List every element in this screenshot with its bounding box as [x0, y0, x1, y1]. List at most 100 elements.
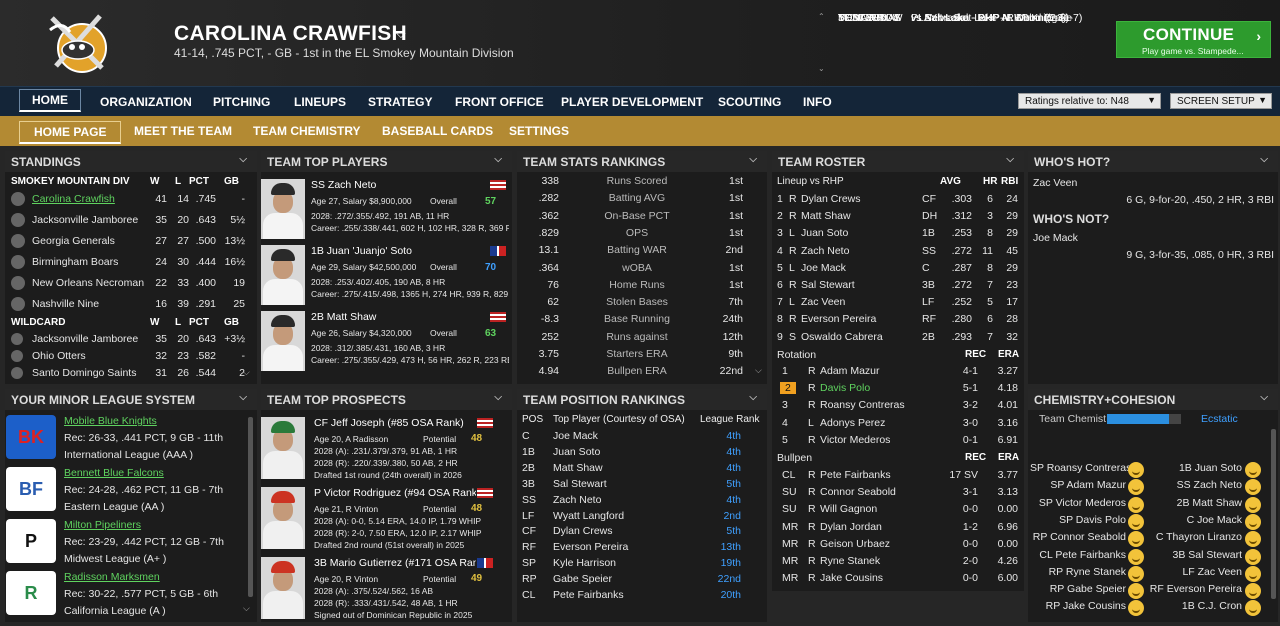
- subnav-baseball-cards[interactable]: BASEBALL CARDS: [382, 124, 494, 138]
- rotation-row[interactable]: 2 R Davis Polo 5-1 4.18: [772, 382, 1024, 398]
- player-name[interactable]: Matt Shaw: [801, 210, 851, 223]
- player-name[interactable]: C Thayron Liranzo: [1155, 531, 1242, 544]
- team-name[interactable]: Carolina Crawfish: [32, 193, 115, 205]
- player-name[interactable]: Joe Mack: [801, 261, 846, 274]
- team-name[interactable]: Nashville Nine: [32, 298, 100, 310]
- player-name[interactable]: SP Victor Mederos: [1038, 496, 1126, 509]
- lineup-row[interactable]: 7 L Zac Veen LF .252 5 17: [772, 296, 1024, 312]
- player-name[interactable]: Connor Seabold: [820, 486, 896, 499]
- bullpen-row[interactable]: MR R Dylan Jordan 1-2 6.96: [772, 521, 1024, 537]
- position-ranking-row[interactable]: CF Dylan Crews 5th: [517, 525, 767, 540]
- player-name[interactable]: Geison Urbaez: [820, 537, 891, 550]
- nav-organization[interactable]: ORGANIZATION: [100, 95, 192, 109]
- lineup-row[interactable]: 9 S Oswaldo Cabrera 2B .293 7 32: [772, 331, 1024, 347]
- lineup-row[interactable]: 4 R Zach Neto SS .272 11 45: [772, 245, 1024, 261]
- player-name[interactable]: SP Roansy Contreras: [1030, 462, 1132, 474]
- position-ranking-row[interactable]: 3B Sal Stewart 5th: [517, 478, 767, 493]
- position-ranking-row[interactable]: SS Zach Neto 4th: [517, 494, 767, 509]
- player-name[interactable]: 2B Matt Shaw: [311, 311, 377, 323]
- wildcard-row[interactable]: Santo Domingo Saints 31 26 .544 2: [11, 366, 251, 382]
- player-name[interactable]: Juan Soto: [553, 445, 601, 458]
- prospect-card[interactable]: CF Jeff Joseph (#85 OSA Rank) Age 20, A …: [261, 413, 512, 481]
- team-name[interactable]: New Orleans Necroman: [32, 277, 145, 289]
- position-ranking-row[interactable]: LF Wyatt Langford 2nd: [517, 510, 767, 525]
- schedule-row[interactable]: MON. JUN. 5 vs Nebraska - LHP A. Wood (5-…: [838, 12, 1066, 25]
- standings-row[interactable]: Carolina Crawfish 41 14 .745 -: [11, 191, 251, 209]
- lineup-row[interactable]: 8 R Everson Pereira RF .280 6 28: [772, 313, 1024, 329]
- top-player-card[interactable]: 1B Juan 'Juanjo' Soto Age 29, Salary $42…: [261, 243, 512, 307]
- player-name[interactable]: Sal Stewart: [553, 477, 607, 490]
- player-name[interactable]: Oswaldo Cabrera: [801, 330, 883, 343]
- minor-team-name[interactable]: Bennett Blue Falcons: [64, 467, 164, 479]
- minor-team-name[interactable]: Milton Pipeliners: [64, 519, 142, 531]
- player-name[interactable]: Will Gagnon: [820, 503, 878, 516]
- team-name[interactable]: Jacksonville Jamboree: [32, 333, 139, 345]
- player-name[interactable]: Davis Polo: [820, 382, 871, 395]
- player-name[interactable]: RP Gabe Speier: [1049, 583, 1126, 596]
- player-name[interactable]: Kyle Harrison: [553, 557, 617, 570]
- standings-row[interactable]: New Orleans Necroman 22 33 .400 19: [11, 275, 251, 293]
- minor-team-name[interactable]: Radisson Marksmen: [64, 571, 160, 583]
- rotation-row[interactable]: 5 R Victor Mederos 0-1 6.91: [772, 434, 1024, 450]
- player-name[interactable]: Everson Pereira: [553, 541, 629, 554]
- team-name[interactable]: Birmingham Boars: [32, 256, 119, 268]
- scrollbar[interactable]: [248, 417, 253, 597]
- bullpen-row[interactable]: CL R Pete Fairbanks 17 SV 3.77: [772, 469, 1024, 485]
- bullpen-row[interactable]: SU R Will Gagnon 0-0 0.00: [772, 503, 1024, 519]
- chevron-down-icon[interactable]: ⌵: [396, 26, 406, 41]
- position-ranking-row[interactable]: 2B Matt Shaw 4th: [517, 462, 767, 477]
- not-player-name[interactable]: Joe Mack: [1033, 232, 1078, 244]
- player-name[interactable]: SS Zach Neto: [1176, 479, 1242, 492]
- subnav-team-chemistry[interactable]: TEAM CHEMISTRY: [253, 124, 361, 138]
- player-name[interactable]: CL Pete Fairbanks: [1039, 548, 1126, 561]
- rotation-row[interactable]: 3 R Roansy Contreras 3-2 4.01: [772, 399, 1024, 415]
- player-name[interactable]: Adam Mazur: [820, 365, 880, 377]
- player-name[interactable]: SS Zach Neto: [311, 179, 377, 191]
- player-name[interactable]: Jake Cousins: [820, 572, 884, 585]
- subnav-home-page[interactable]: HOME PAGE: [19, 121, 122, 144]
- player-name[interactable]: 2B Matt Shaw: [1176, 496, 1242, 509]
- prospect-name[interactable]: P Victor Rodriguez (#94 OSA Rank: [314, 487, 476, 499]
- continue-button[interactable]: CONTINUE Play game vs. Stampede... ›: [1116, 21, 1271, 58]
- player-name[interactable]: 1B Juan Soto: [1178, 462, 1242, 474]
- lineup-row[interactable]: 3 L Juan Soto 1B .253 8 29: [772, 227, 1024, 243]
- lineup-row[interactable]: 6 R Sal Stewart 3B .272 7 23: [772, 279, 1024, 295]
- chevron-down-icon[interactable]: ⌵: [494, 154, 502, 165]
- team-name[interactable]: Santo Domingo Saints: [32, 367, 137, 379]
- player-name[interactable]: Dylan Crews: [801, 193, 861, 205]
- chevron-up-icon[interactable]: ⌃: [818, 12, 825, 21]
- minor-team-card[interactable]: R Radisson Marksmen Rec: 30-22, .577 PCT…: [5, 569, 245, 619]
- player-name[interactable]: Roansy Contreras: [820, 399, 905, 412]
- prospect-name[interactable]: CF Jeff Joseph (#85 OSA Rank): [314, 417, 464, 429]
- position-ranking-row[interactable]: 1B Juan Soto 4th: [517, 446, 767, 461]
- wildcard-row[interactable]: Ohio Otters 32 23 .582 -: [11, 349, 251, 365]
- player-name[interactable]: Dylan Jordan: [820, 520, 882, 533]
- minor-team-name[interactable]: Mobile Blue Knights: [64, 415, 157, 427]
- player-name[interactable]: LF Zac Veen: [1182, 565, 1242, 578]
- bullpen-row[interactable]: MR R Geison Urbaez 0-0 0.00: [772, 538, 1024, 554]
- lineup-row[interactable]: 1 R Dylan Crews CF .303 6 24: [772, 193, 1024, 209]
- standings-row[interactable]: Georgia Generals 27 27 .500 13½: [11, 233, 251, 251]
- nav-lineups[interactable]: LINEUPS: [294, 95, 347, 109]
- team-name[interactable]: Ohio Otters: [32, 350, 86, 362]
- nav-info[interactable]: INFO: [803, 95, 832, 109]
- team-name[interactable]: CAROLINA CRAWFISH: [174, 22, 407, 45]
- nav-strategy[interactable]: STRATEGY: [368, 95, 433, 109]
- player-name[interactable]: Ryne Stanek: [820, 555, 881, 567]
- player-name[interactable]: RP Jake Cousins: [1045, 600, 1126, 613]
- rotation-row[interactable]: 4 L Adonys Perez 3-0 3.16: [772, 417, 1024, 433]
- chevron-down-icon[interactable]: ⌵: [1260, 154, 1268, 165]
- minor-team-card[interactable]: BK Mobile Blue Knights Rec: 26-33, .441 …: [5, 413, 245, 463]
- minor-team-card[interactable]: P Milton Pipeliners Rec: 23-29, .442 PCT…: [5, 517, 245, 567]
- standings-row[interactable]: Birmingham Boars 24 30 .444 16½: [11, 254, 251, 272]
- player-name[interactable]: RF Everson Pereira: [1149, 583, 1242, 596]
- player-name[interactable]: Joe Mack: [553, 430, 598, 442]
- ratings-select[interactable]: Ratings relative to: N48 ▼: [1018, 93, 1161, 109]
- chevron-down-icon[interactable]: ⌵: [494, 392, 502, 403]
- position-ranking-row[interactable]: SP Kyle Harrison 19th: [517, 557, 767, 572]
- schedule-row[interactable]: TODAY PLAY vs Salt Lake - RHP K. Drake: [838, 12, 1072, 25]
- player-name[interactable]: 3B Sal Stewart: [1172, 548, 1242, 561]
- player-name[interactable]: Wyatt Langford: [553, 509, 625, 522]
- player-name[interactable]: SP Davis Polo: [1059, 513, 1126, 526]
- chevron-down-icon[interactable]: ⌵: [1260, 392, 1268, 403]
